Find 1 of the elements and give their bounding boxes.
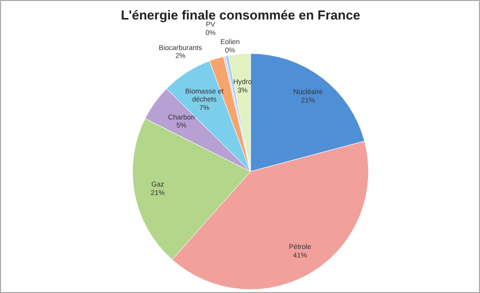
chart-title: L'énergie finale consommée en France [120, 8, 360, 22]
